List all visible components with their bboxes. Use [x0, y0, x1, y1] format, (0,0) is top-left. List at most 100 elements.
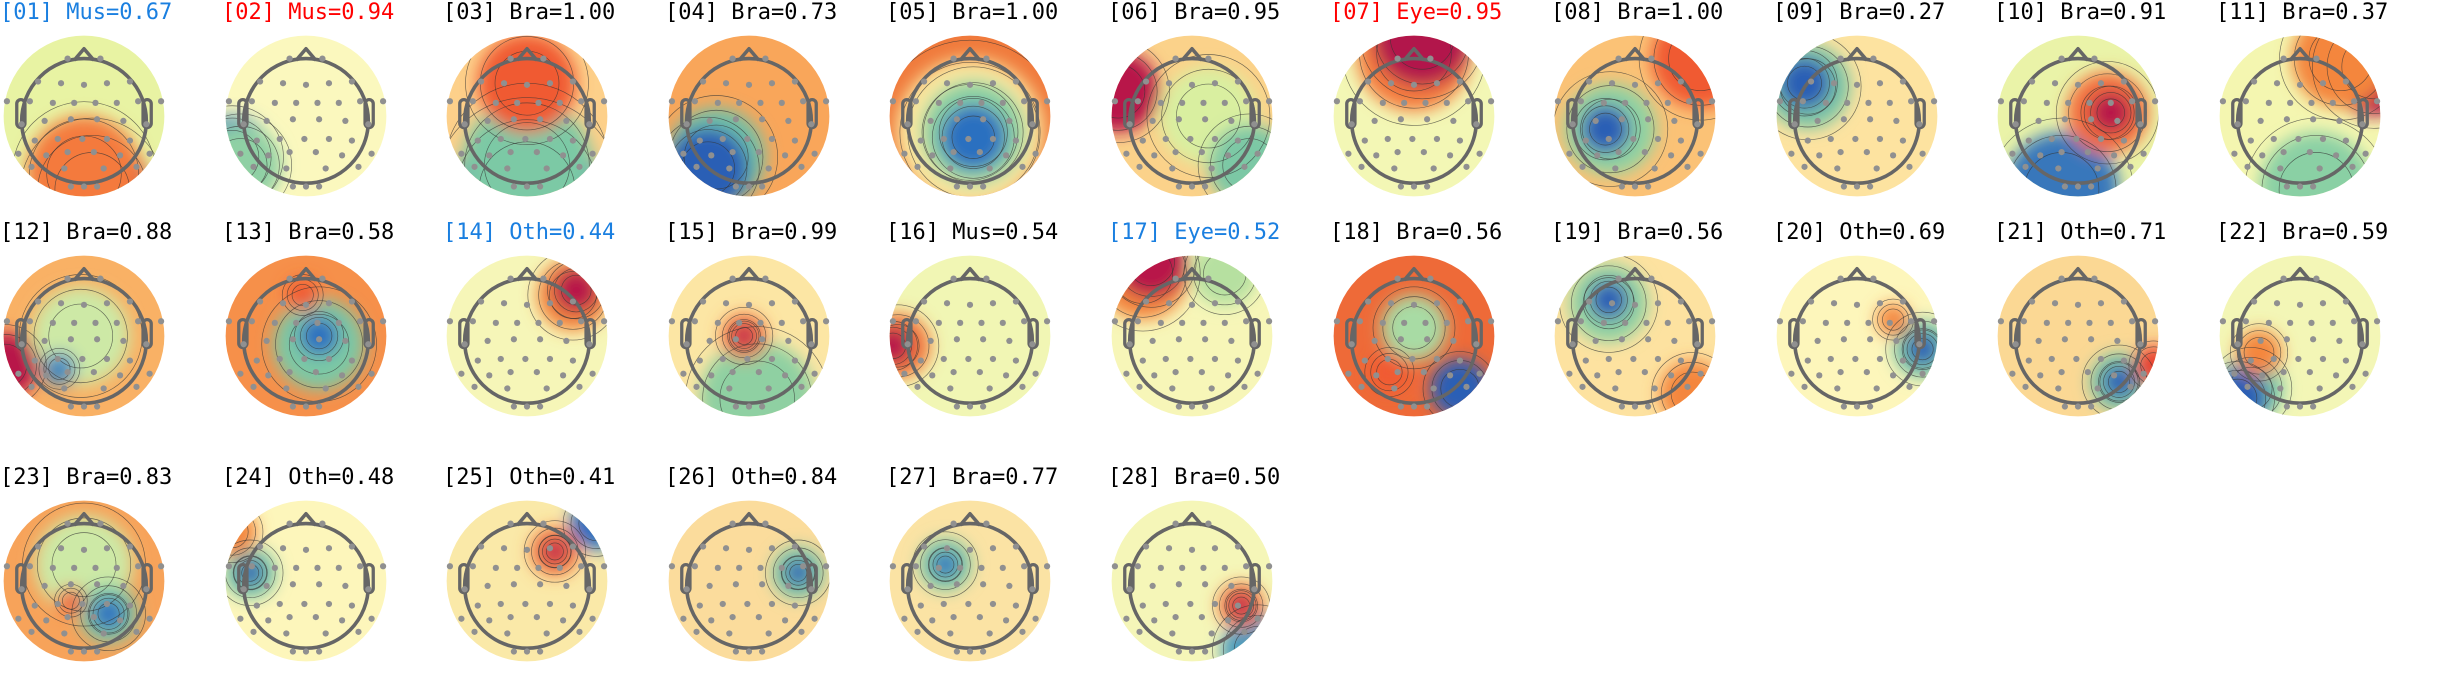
- sensor-dot: [1205, 275, 1212, 282]
- sensor-dot: [2265, 319, 2272, 326]
- sensor-dot: [286, 55, 293, 62]
- sensor-dot: [914, 163, 921, 170]
- head-outline: [1127, 521, 1257, 651]
- sensor-dot: [1198, 368, 1205, 376]
- sensor-dot: [2259, 152, 2266, 159]
- sensor-dot: [289, 403, 296, 410]
- sensor-dot: [1202, 581, 1209, 588]
- sensor-dot: [26, 98, 33, 105]
- sensor-dot: [2283, 183, 2290, 190]
- sensor-dot: [325, 600, 333, 608]
- sensor-dot: [2065, 99, 2072, 106]
- sensor-dot: [2257, 117, 2264, 125]
- nose-marker: [72, 511, 96, 527]
- sensor-dot: [1605, 135, 1612, 143]
- sensor-dot: [469, 563, 476, 570]
- sensor-dot: [668, 98, 676, 105]
- sensor-dot: [785, 337, 792, 345]
- sensor-dot: [1187, 135, 1194, 143]
- sensor-dot: [2088, 336, 2095, 343]
- sensor-dot: [2373, 98, 2381, 105]
- sensor-dot: [1241, 163, 1248, 170]
- sensor-dot: [43, 372, 50, 379]
- sensor-dot: [1126, 341, 1133, 348]
- sensor-dot: [914, 628, 921, 635]
- sensor-dot: [348, 137, 356, 144]
- sensor-dot: [1631, 183, 1639, 190]
- sensor-dot: [1863, 368, 1870, 376]
- sensor-dot: [1241, 628, 1248, 635]
- sensor-dot: [537, 648, 544, 655]
- sensor-dot: [719, 355, 726, 363]
- sensor-dot: [2234, 121, 2241, 128]
- scalp-topomap: [445, 34, 609, 198]
- sensor-dot: [1172, 275, 1179, 282]
- sensor-dot: [1840, 336, 1847, 343]
- sensor-dot: [2028, 78, 2036, 85]
- component-topomap-04: [04] Bra=0.73: [665, 0, 887, 220]
- sensor-dot: [589, 615, 596, 622]
- sensor-dot: [755, 148, 762, 156]
- sensor-dot: [1456, 298, 1464, 305]
- sensor-dot: [1169, 630, 1176, 637]
- component-label: [28] Bra=0.50: [1108, 465, 1281, 490]
- sensor-dot: [1200, 99, 1207, 106]
- sensor-dot: [2359, 121, 2366, 128]
- sensor-dot: [54, 355, 61, 363]
- sensor-dot: [978, 99, 985, 106]
- component-label: [10] Bra=0.91: [1994, 0, 2167, 25]
- sensor-dot: [1916, 121, 1923, 128]
- sensor-dot: [2349, 383, 2356, 390]
- sensor-dot: [953, 648, 960, 655]
- sensor-dot: [1424, 183, 1431, 190]
- sensor-dot: [92, 319, 99, 326]
- sensor-dot: [1476, 370, 1483, 377]
- sensor-dot: [126, 298, 134, 305]
- sensor-dot: [1409, 135, 1416, 143]
- sensor-dot: [1228, 337, 1235, 345]
- sensor-dot: [1594, 372, 1601, 379]
- sensor-dot: [365, 121, 372, 128]
- sensor-dot: [540, 275, 547, 282]
- sensor-dot: [2359, 341, 2366, 348]
- component-topomap-17: [17] Eye=0.52: [1108, 220, 1330, 440]
- sensor-dot: [953, 183, 960, 190]
- ear-marker: [680, 97, 692, 130]
- sensor-dot: [1021, 563, 1028, 570]
- sensor-dot: [732, 403, 739, 410]
- component-topomap-03: [03] Bra=1.00: [443, 0, 665, 220]
- sensor-dot: [67, 336, 74, 343]
- sensor-dot: [250, 383, 257, 390]
- sensor-dot: [237, 150, 244, 157]
- sensor-dot: [1394, 55, 1401, 62]
- sensor-dot: [2316, 385, 2323, 392]
- sensor-dot: [745, 403, 753, 410]
- sensor-dot: [80, 81, 88, 88]
- sensor-dot: [546, 545, 554, 552]
- sensor-dot: [1211, 300, 1219, 307]
- sensor-dot: [1643, 99, 1650, 106]
- sensor-dot: [2055, 165, 2062, 172]
- sensor-dot: [510, 116, 517, 123]
- component-label: [02] Mus=0.94: [222, 0, 395, 25]
- sensor-dot: [263, 582, 270, 590]
- sensor-dot: [67, 648, 74, 655]
- sensor-dot: [762, 55, 769, 62]
- sensor-dot: [1677, 78, 1685, 85]
- ear-marker: [1249, 97, 1261, 130]
- sensor-dot: [976, 148, 983, 156]
- sensor-dot: [1807, 78, 1815, 85]
- sensor-dot: [1134, 98, 1141, 105]
- sensor-dot: [522, 355, 529, 363]
- scalp-topomap: [888, 34, 1052, 198]
- sensor-dot: [1837, 368, 1844, 376]
- ear-marker: [458, 562, 470, 595]
- sensor-dot: [504, 165, 511, 172]
- sensor-dot: [1151, 617, 1158, 624]
- sensor-dot: [2280, 275, 2287, 282]
- ear-marker: [15, 97, 27, 130]
- sensor-dot: [2351, 98, 2358, 105]
- sensor-dot: [785, 117, 792, 125]
- sensor-dot: [1446, 372, 1454, 379]
- ear-marker: [363, 97, 375, 130]
